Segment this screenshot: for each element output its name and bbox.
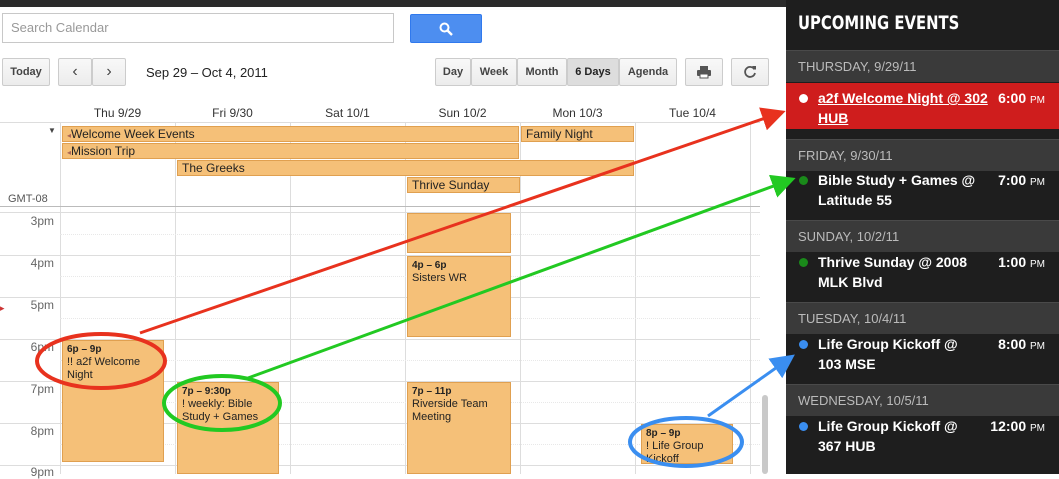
event-dot-icon [799,94,808,103]
col-header-sat[interactable]: Sat 10/1 [325,106,370,120]
upcoming-event[interactable]: a2f Welcome Night @ 302 HUB 6:00 PM [786,83,1059,129]
upcoming-event[interactable]: Life Group Kickoff @ 367 HUB 12:00 PM [786,416,1059,456]
col-header-fri[interactable]: Fri 9/30 [212,106,253,120]
day-header: FRIDAY, 9/30/11 [786,139,1059,171]
allday-event[interactable]: Thrive Sunday [407,177,520,193]
print-button[interactable] [685,58,723,86]
refresh-button[interactable] [731,58,769,86]
allday-event[interactable]: Family Night [521,126,634,142]
view-day-button[interactable]: Day [435,58,471,86]
hour-label: 5pm [30,298,54,312]
prev-button[interactable]: ‹ [58,58,92,86]
next-button[interactable]: › [92,58,126,86]
event-block[interactable]: 6p – 9p!! a2f Welcome Night [62,340,164,462]
print-icon [697,66,711,79]
view-month-button[interactable]: Month [517,58,567,86]
date-range: Sep 29 – Oct 4, 2011 [146,65,268,80]
hour-label: 9pm [30,465,54,479]
view-agenda-button[interactable]: Agenda [619,58,677,86]
event-block[interactable]: 8p – 9p! Life Group Kickoff [641,424,733,464]
search-icon [439,22,453,36]
hour-label: 4pm [30,256,54,270]
upcoming-events-sidebar: UPCOMING EVENTS THURSDAY, 9/29/11 a2f We… [786,0,1059,474]
event-block[interactable]: 4p – 6p Sisters WR [407,256,511,337]
scrollbar[interactable] [762,395,768,474]
collapse-allday-icon[interactable]: ▼ [48,126,56,135]
day-header: SUNDAY, 10/2/11 [786,220,1059,252]
col-header-tue[interactable]: Tue 10/4 [669,106,716,120]
hour-label: 8pm [30,424,54,438]
allday-event[interactable]: ◂Mission Trip [62,143,519,159]
day-header: WEDNESDAY, 10/5/11 [786,384,1059,416]
day-header: TUESDAY, 10/4/11 [786,302,1059,334]
refresh-icon [744,66,756,78]
current-time-marker: ▸ [0,303,5,313]
allday-event[interactable]: The Greeks [177,160,634,176]
event-dot-icon [799,176,808,185]
event-dot-icon [799,422,808,431]
timezone-label: GMT-08 [8,193,48,205]
search-input[interactable]: Search Calendar [2,13,394,43]
event-block[interactable]: 7p – 9:30p! weekly: Bible Study + Games [177,382,279,474]
upcoming-event[interactable]: Life Group Kickoff @ 103 MSE 8:00 PM [786,334,1059,374]
day-header: THURSDAY, 9/29/11 [786,50,1059,82]
view-6days-button[interactable]: 6 Days [567,58,619,86]
event-dot-icon [799,258,808,267]
search-button[interactable] [410,14,482,43]
col-header-sun[interactable]: Sun 10/2 [438,106,487,120]
hour-label: 6pm [30,340,54,354]
view-week-button[interactable]: Week [471,58,517,86]
event-block[interactable] [407,213,511,253]
top-bar [0,0,786,7]
col-header-thu[interactable]: Thu 9/29 [93,106,142,120]
event-block[interactable]: 7p – 11p Riverside Team Meeting [407,382,511,474]
hour-label: 7pm [30,382,54,396]
col-header-mon[interactable]: Mon 10/3 [552,106,603,120]
today-button[interactable]: Today [2,58,50,86]
event-dot-icon [799,340,808,349]
upcoming-event[interactable]: Thrive Sunday @ 2008 MLK Blvd 1:00 PM [786,252,1059,292]
calendar-panel: Search Calendar Today ‹ › Sep 29 – Oct 4… [0,0,786,479]
allday-event[interactable]: ◂Welcome Week Events [62,126,519,142]
hour-label: 3pm [30,214,54,228]
upcoming-event[interactable]: Bible Study + Games @ Latitude 55 7:00 P… [786,170,1059,210]
sidebar-title: UPCOMING EVENTS [798,12,960,34]
